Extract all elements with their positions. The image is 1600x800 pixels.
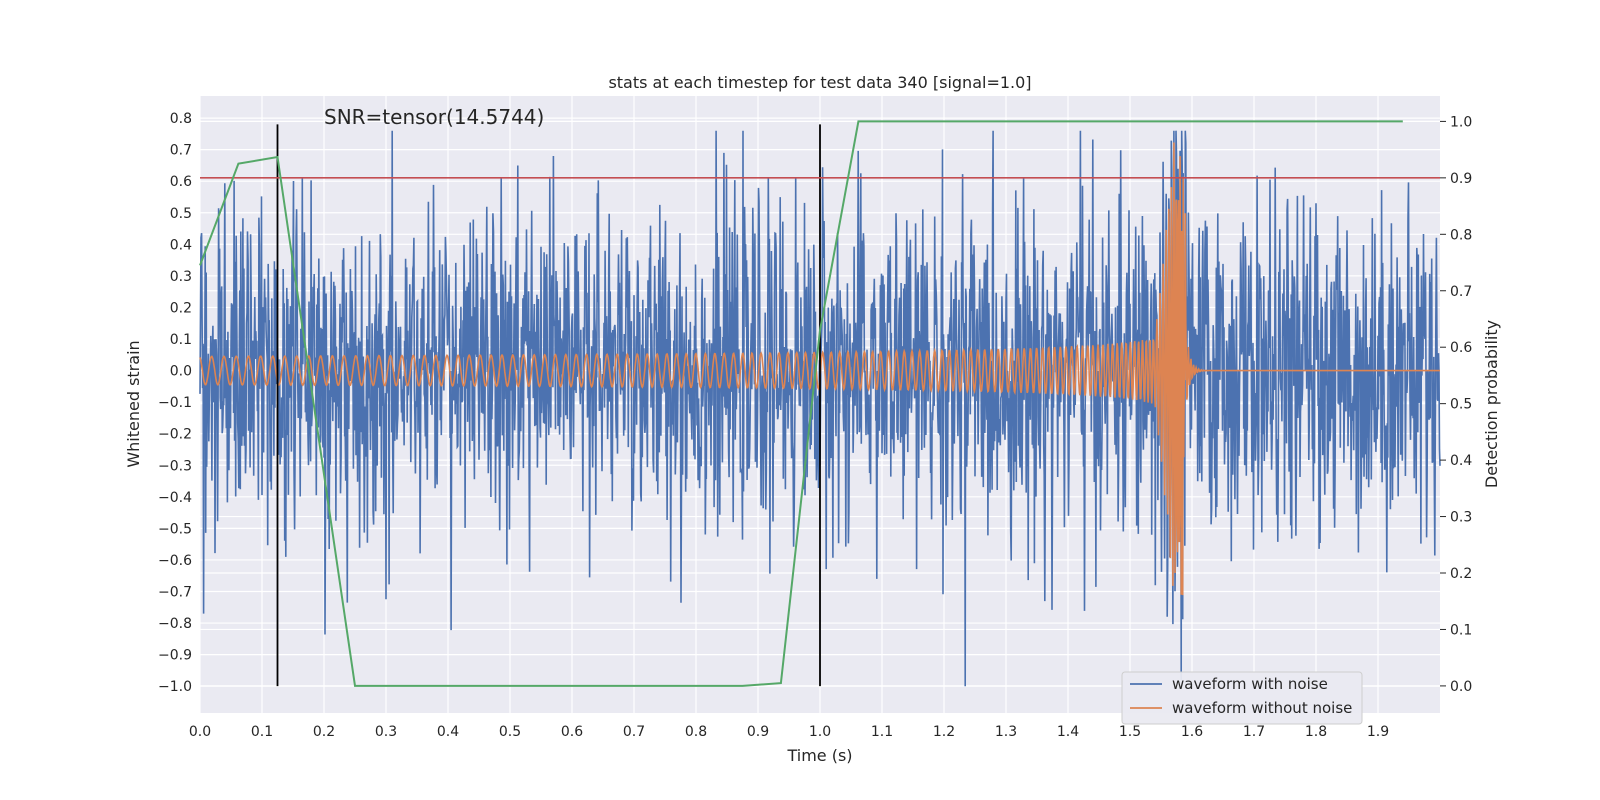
x-tick-label: 0.5	[499, 724, 521, 740]
x-tick-label: 1.4	[1057, 724, 1079, 740]
x-tick-label: 1.8	[1305, 724, 1327, 740]
x-tick-label: 0.6	[561, 724, 583, 740]
y-tick-label: −0.5	[158, 521, 192, 537]
x-tick-label: 0.9	[747, 724, 769, 740]
y-tick-label: 0.4	[170, 237, 192, 253]
detection-probability-line	[199, 120, 1403, 687]
x-tick-label: 1.5	[1119, 724, 1141, 740]
y2-axis-ticks: 1.0 0.9 0.8 0.7 0.6 0.5 0.4 0.3 0.2 0.1 0.0	[1440, 114, 1472, 695]
y-tick-label: −0.9	[158, 648, 192, 664]
x-tick-label: 0.0	[189, 724, 211, 740]
y-tick-label: 0.1	[170, 332, 192, 348]
x-tick-label: 0.4	[437, 724, 459, 740]
chart-title: stats at each timestep for test data 340…	[608, 73, 1031, 92]
y2-tick-label: 0.5	[1450, 397, 1472, 413]
y2-tick-label: 1.0	[1450, 114, 1472, 130]
x-tick-label: 1.9	[1367, 724, 1389, 740]
y2-axis-label: Detection probability	[1482, 320, 1501, 488]
y2-tick-label: 0.8	[1450, 227, 1472, 243]
y-tick-label: −0.3	[158, 458, 192, 474]
y-tick-label: 0.6	[170, 174, 192, 190]
x-tick-label: 1.0	[809, 724, 831, 740]
x-tick-label: 0.2	[313, 724, 335, 740]
y2-tick-label: 0.1	[1450, 622, 1472, 638]
x-tick-label: 0.7	[623, 724, 645, 740]
y2-tick-label: 0.2	[1450, 566, 1472, 582]
y-tick-label: −0.7	[158, 584, 192, 600]
legend: waveform with noise waveform without noi…	[1121, 671, 1363, 725]
y-axis-label: Whitened strain	[124, 340, 143, 467]
y-tick-label: −0.1	[158, 395, 192, 411]
x-tick-label: 0.1	[251, 724, 273, 740]
x-tick-label: 1.1	[871, 724, 893, 740]
x-tick-label: 0.8	[685, 724, 707, 740]
legend-label-clean: waveform without noise	[1172, 699, 1352, 717]
y2-tick-label: 0.0	[1450, 679, 1472, 695]
legend-box	[1121, 671, 1363, 725]
y-tick-label: −0.4	[158, 490, 192, 506]
x-axis-ticks: 0.0 0.1 0.2 0.3 0.4 0.5 0.6 0.7 0.8 0.9 1.0 1.1 1.2 1…	[189, 724, 1389, 740]
y2-tick-label: 0.6	[1450, 340, 1472, 356]
x-tick-label: 1.6	[1181, 724, 1203, 740]
y-tick-label: 0.5	[170, 206, 192, 222]
y-tick-label: 0.3	[170, 269, 192, 285]
x-tick-label: 1.7	[1243, 724, 1265, 740]
y-axis-ticks: 0.8 0.7 0.6 0.5 0.4 0.3 0.2 0.1 0.0 −0.1 −0.2 −0.3 −…	[158, 111, 192, 695]
y-tick-label: 0.7	[170, 143, 192, 159]
y-tick-label: 0.0	[170, 364, 192, 380]
data-layer	[199, 120, 1441, 687]
y2-tick-label: 0.9	[1450, 171, 1472, 187]
x-tick-label: 1.3	[995, 724, 1017, 740]
x-tick-label: 0.3	[375, 724, 397, 740]
y-tick-label: −0.8	[158, 616, 192, 632]
y2-tick-label: 0.7	[1450, 284, 1472, 300]
y-tick-label: 0.2	[170, 300, 192, 316]
y-tick-label: −0.6	[158, 553, 192, 569]
legend-label-noise: waveform with noise	[1172, 675, 1328, 693]
y2-tick-label: 0.3	[1450, 510, 1472, 526]
y2-tick-label: 0.4	[1450, 453, 1472, 469]
y-tick-label: −0.2	[158, 427, 192, 443]
x-tick-label: 1.2	[933, 724, 955, 740]
y-tick-label: −1.0	[158, 679, 192, 695]
snr-annotation: SNR=tensor(14.5744)	[324, 105, 544, 129]
x-axis-label: Time (s)	[786, 746, 852, 765]
y-tick-label: 0.8	[170, 111, 192, 127]
